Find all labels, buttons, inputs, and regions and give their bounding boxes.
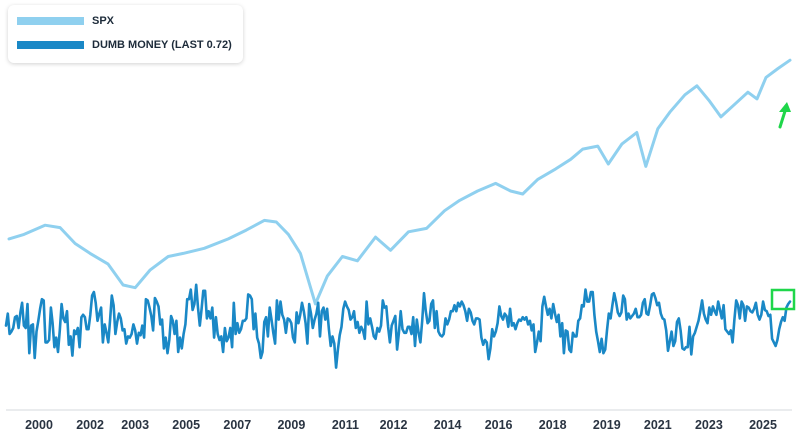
x-tick-label-2018: 2018 — [539, 418, 567, 432]
dumb-money-series-group — [4, 283, 792, 369]
x-tick-label-2009: 2009 — [277, 418, 305, 432]
x-tick-label-2016: 2016 — [485, 418, 513, 432]
x-tick-label-2000: 2000 — [25, 418, 53, 432]
x-tick-label-2014: 2014 — [434, 418, 462, 432]
x-tick-label-2003: 2003 — [121, 418, 149, 432]
annotations — [770, 102, 796, 311]
spx-series-group — [7, 58, 792, 306]
x-tick-label-2012: 2012 — [380, 418, 408, 432]
x-tick-label-2021: 2021 — [644, 418, 672, 432]
x-tick-label-2005: 2005 — [172, 418, 200, 432]
x-axis-ticks: 2000 2002 2003 2005 2007 2009 2011 2012 2014 2016… — [25, 418, 777, 432]
x-tick-label-2023: 2023 — [695, 418, 723, 432]
x-tick-label-2011: 2011 — [332, 418, 359, 432]
x-tick-label-2007: 2007 — [223, 418, 251, 432]
dumb-money-highlight-box — [770, 288, 796, 311]
x-tick-label-2025: 2025 — [749, 418, 777, 432]
legend-item-spx[interactable]: SPX — [17, 14, 114, 28]
x-tick-label-2019: 2019 — [593, 418, 621, 432]
spx-up-arrow-head — [779, 102, 791, 112]
x-tick-label-2002: 2002 — [76, 418, 104, 432]
legend-label-spx: SPX — [92, 15, 115, 27]
spx-line — [7, 58, 792, 306]
legend-item-dumb-money[interactable]: DUMB MONEY (LAST 0.72) — [17, 38, 232, 52]
legend-swatch-spx — [17, 17, 84, 25]
legend-swatch-dumb-money — [17, 41, 84, 49]
legend: SPX DUMB MONEY (LAST 0.72) — [8, 5, 243, 63]
dumb-money-line — [4, 283, 792, 369]
legend-label-dumb-money: DUMB MONEY (LAST 0.72) — [92, 39, 232, 51]
